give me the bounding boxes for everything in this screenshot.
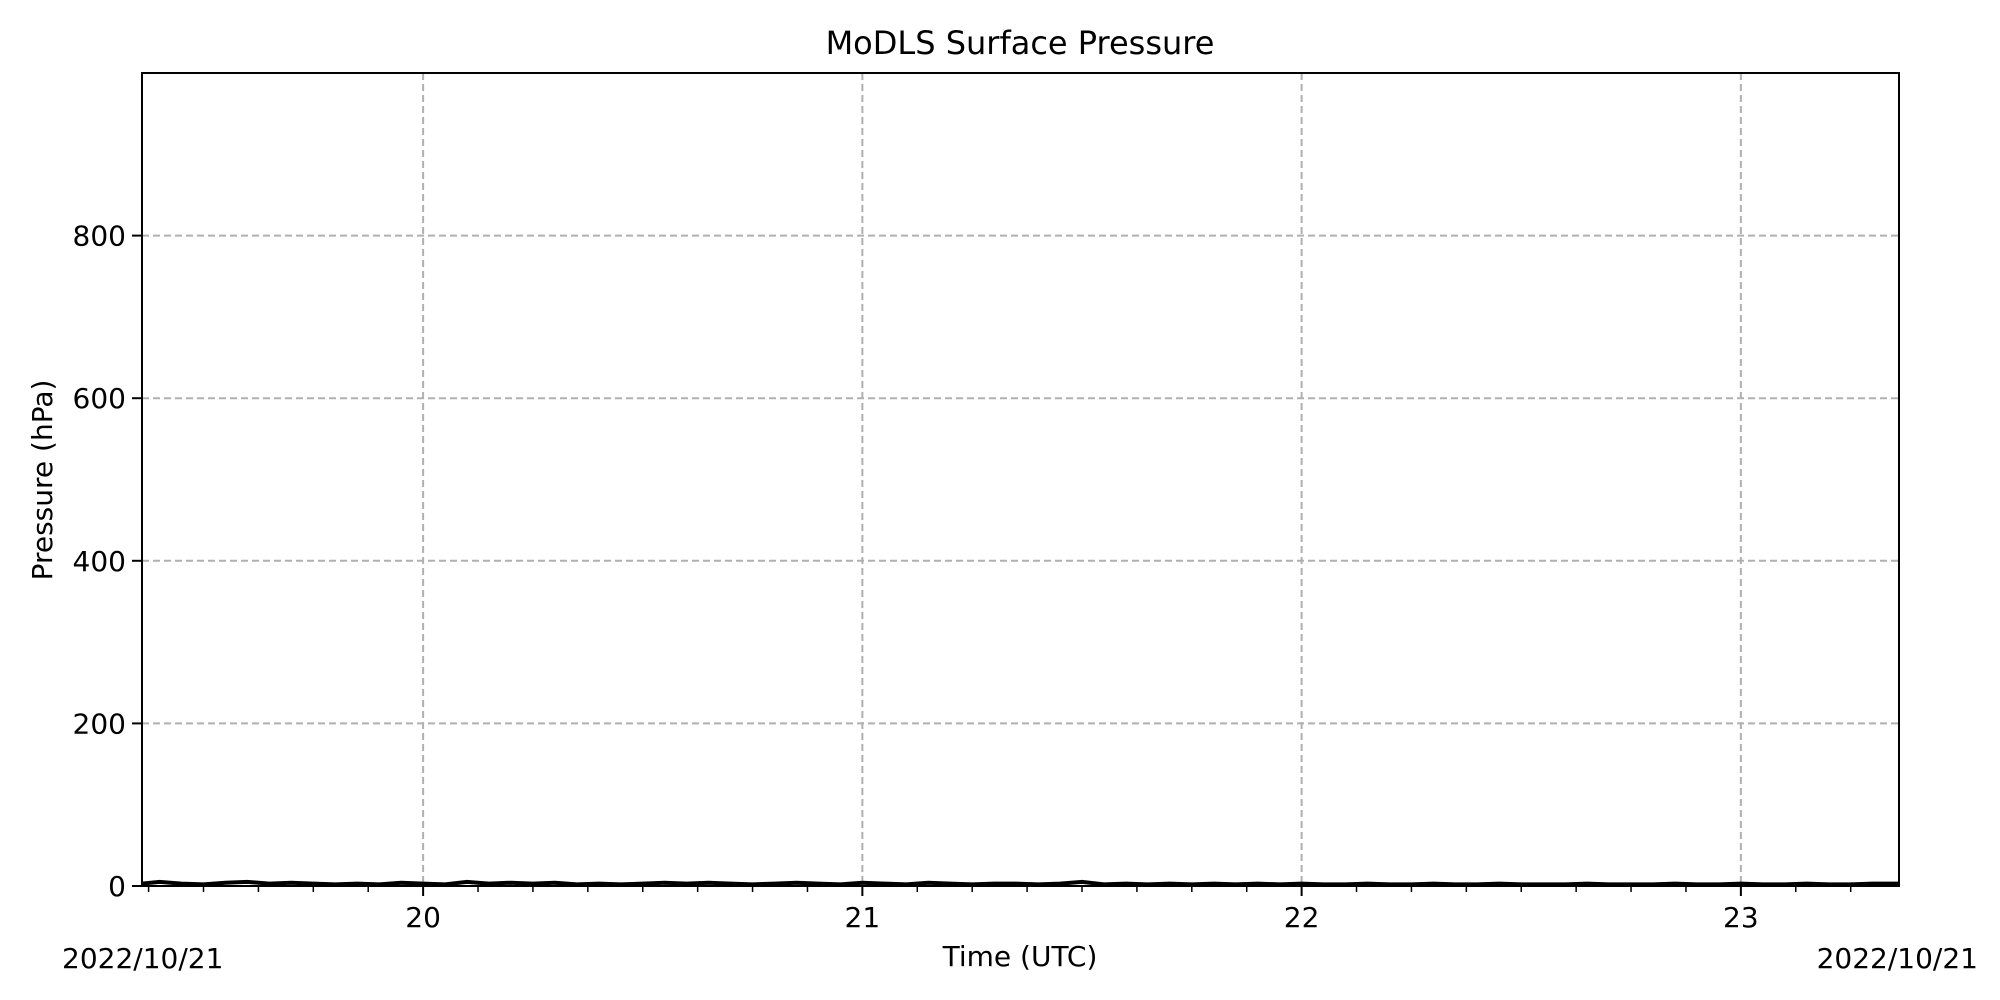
x-axis-end-date-label: 2022/10/21 (1817, 942, 1978, 975)
y-axis: 0 200 400 600 800 (73, 220, 142, 903)
x-axis-label: Time (UTC) (942, 940, 1098, 973)
y-tick-label: 400 (73, 545, 126, 578)
y-tick-label: 200 (73, 707, 126, 740)
grid-lines (142, 73, 1899, 886)
x-tick-label: 23 (1723, 901, 1759, 934)
plot-area (141, 72, 1900, 887)
y-axis-label: Pressure (hPa) (26, 380, 59, 581)
chart-title: MoDLS Surface Pressure (826, 24, 1215, 62)
x-tick-label: 22 (1284, 901, 1320, 934)
x-tick-label: 20 (405, 901, 441, 934)
series-line (141, 879, 1899, 887)
y-tick-label: 600 (73, 382, 126, 415)
x-axis: 20 21 22 23 (147, 886, 1852, 934)
x-axis-start-date-label: 2022/10/21 (62, 942, 223, 975)
plot-frame (141, 72, 1900, 887)
y-tick-label: 800 (73, 220, 126, 253)
y-tick-label: 0 (108, 870, 126, 903)
x-tick-label: 21 (845, 901, 881, 934)
